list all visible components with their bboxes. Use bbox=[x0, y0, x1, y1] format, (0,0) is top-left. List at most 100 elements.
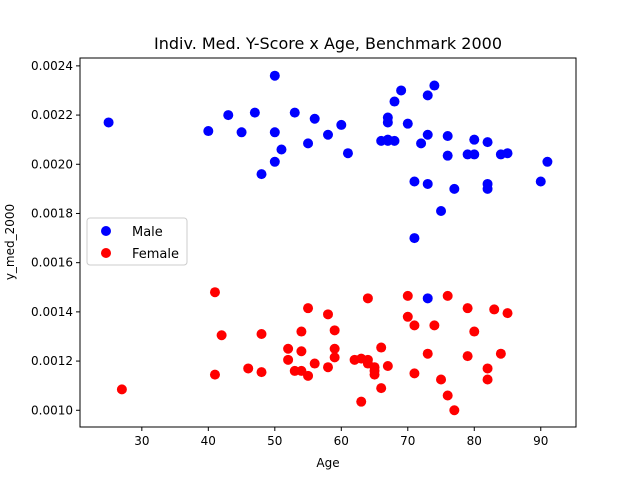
point-female-32 bbox=[382, 360, 393, 371]
y-axis-title: y_med_2000 bbox=[3, 204, 17, 280]
point-female-18 bbox=[329, 325, 340, 336]
plot-frame bbox=[79, 57, 577, 428]
legend-marker-male bbox=[101, 226, 111, 236]
point-male-10 bbox=[289, 107, 300, 118]
point-male-1 bbox=[203, 126, 214, 137]
point-male-35 bbox=[442, 150, 453, 161]
point-male-15 bbox=[342, 148, 353, 159]
point-female-50 bbox=[502, 308, 513, 319]
point-female-44 bbox=[462, 351, 473, 362]
point-male-46 bbox=[542, 156, 553, 167]
point-male-0 bbox=[103, 117, 114, 128]
point-female-24 bbox=[362, 293, 373, 304]
point-female-46 bbox=[482, 363, 493, 374]
point-female-48 bbox=[489, 304, 500, 315]
point-female-29 bbox=[369, 369, 380, 380]
point-male-5 bbox=[256, 169, 267, 180]
point-female-17 bbox=[323, 362, 333, 373]
point-female-8 bbox=[283, 354, 294, 365]
point-male-13 bbox=[323, 129, 333, 140]
point-male-7 bbox=[269, 127, 280, 138]
point-female-41 bbox=[442, 390, 453, 401]
x-axis: 30 40 50 60 70 80 90 bbox=[134, 427, 548, 448]
point-male-9 bbox=[276, 144, 287, 155]
point-female-38 bbox=[429, 320, 440, 331]
point-female-23 bbox=[356, 396, 367, 407]
point-male-27 bbox=[416, 138, 427, 149]
point-female-36 bbox=[409, 368, 420, 379]
point-male-6 bbox=[269, 70, 280, 81]
point-male-31 bbox=[422, 293, 433, 304]
point-female-40 bbox=[442, 290, 453, 301]
point-male-28 bbox=[422, 90, 433, 101]
point-female-16 bbox=[323, 309, 333, 320]
point-male-3 bbox=[236, 127, 247, 138]
legend-box bbox=[86, 217, 188, 266]
y-tick-label: 0.0014 bbox=[31, 305, 73, 319]
point-male-45 bbox=[535, 176, 546, 187]
point-male-24 bbox=[402, 118, 413, 129]
point-male-42 bbox=[482, 183, 493, 194]
point-female-20 bbox=[329, 352, 340, 363]
point-female-49 bbox=[495, 348, 506, 359]
x-tick-label: 70 bbox=[400, 434, 415, 448]
point-female-35 bbox=[409, 320, 420, 331]
point-male-14 bbox=[336, 119, 347, 130]
point-male-4 bbox=[249, 107, 260, 118]
point-female-7 bbox=[283, 343, 294, 354]
point-male-40 bbox=[482, 137, 493, 148]
point-female-14 bbox=[303, 370, 314, 381]
point-male-29 bbox=[422, 129, 433, 140]
point-male-33 bbox=[436, 206, 447, 217]
y-tick-label: 0.0018 bbox=[31, 206, 73, 220]
point-female-45 bbox=[469, 326, 480, 337]
point-female-6 bbox=[256, 367, 267, 378]
y-tick-label: 0.0024 bbox=[31, 59, 73, 73]
y-tick-label: 0.0012 bbox=[31, 354, 73, 368]
point-female-11 bbox=[296, 346, 307, 357]
x-tick-label: 30 bbox=[134, 434, 149, 448]
points-layer bbox=[103, 70, 553, 416]
chart-title: Indiv. Med. Y-Score x Age, Benchmark 200… bbox=[154, 34, 502, 53]
y-tick-label: 0.0020 bbox=[31, 157, 73, 171]
point-female-0 bbox=[116, 384, 127, 395]
point-female-30 bbox=[376, 342, 387, 353]
point-female-2 bbox=[209, 369, 220, 380]
point-female-3 bbox=[216, 330, 227, 341]
point-male-22 bbox=[389, 135, 400, 146]
point-male-25 bbox=[409, 176, 420, 187]
point-female-5 bbox=[256, 329, 267, 340]
x-tick-label: 90 bbox=[533, 434, 548, 448]
point-female-34 bbox=[402, 311, 413, 322]
point-female-37 bbox=[422, 348, 433, 359]
point-female-19 bbox=[329, 343, 340, 354]
point-female-15 bbox=[309, 358, 320, 369]
point-male-36 bbox=[449, 183, 460, 194]
legend: Male Female bbox=[86, 217, 188, 266]
legend-label-female: Female bbox=[132, 247, 179, 262]
point-female-39 bbox=[436, 374, 447, 385]
point-female-47 bbox=[482, 374, 493, 385]
point-female-10 bbox=[296, 326, 307, 337]
point-female-43 bbox=[462, 303, 473, 314]
point-male-39 bbox=[469, 149, 480, 160]
legend-marker-female bbox=[101, 248, 111, 258]
point-female-1 bbox=[209, 287, 220, 298]
x-tick-label: 40 bbox=[201, 434, 216, 448]
point-male-11 bbox=[303, 138, 314, 149]
point-female-13 bbox=[303, 303, 314, 314]
point-male-23 bbox=[396, 85, 407, 96]
point-male-2 bbox=[223, 110, 234, 121]
x-tick-label: 80 bbox=[467, 434, 482, 448]
x-axis-title: Age bbox=[316, 456, 339, 470]
point-female-42 bbox=[449, 405, 460, 416]
y-tick-label: 0.0022 bbox=[31, 108, 73, 122]
point-male-30 bbox=[422, 178, 433, 189]
point-female-31 bbox=[376, 383, 387, 394]
y-axis: 0.0010 0.0012 0.0014 0.0016 0.0018 0.0020 0.00… bbox=[31, 59, 80, 417]
x-tick-label: 50 bbox=[267, 434, 282, 448]
point-male-18 bbox=[382, 117, 393, 128]
point-male-8 bbox=[269, 156, 280, 167]
x-tick-label: 60 bbox=[334, 434, 349, 448]
